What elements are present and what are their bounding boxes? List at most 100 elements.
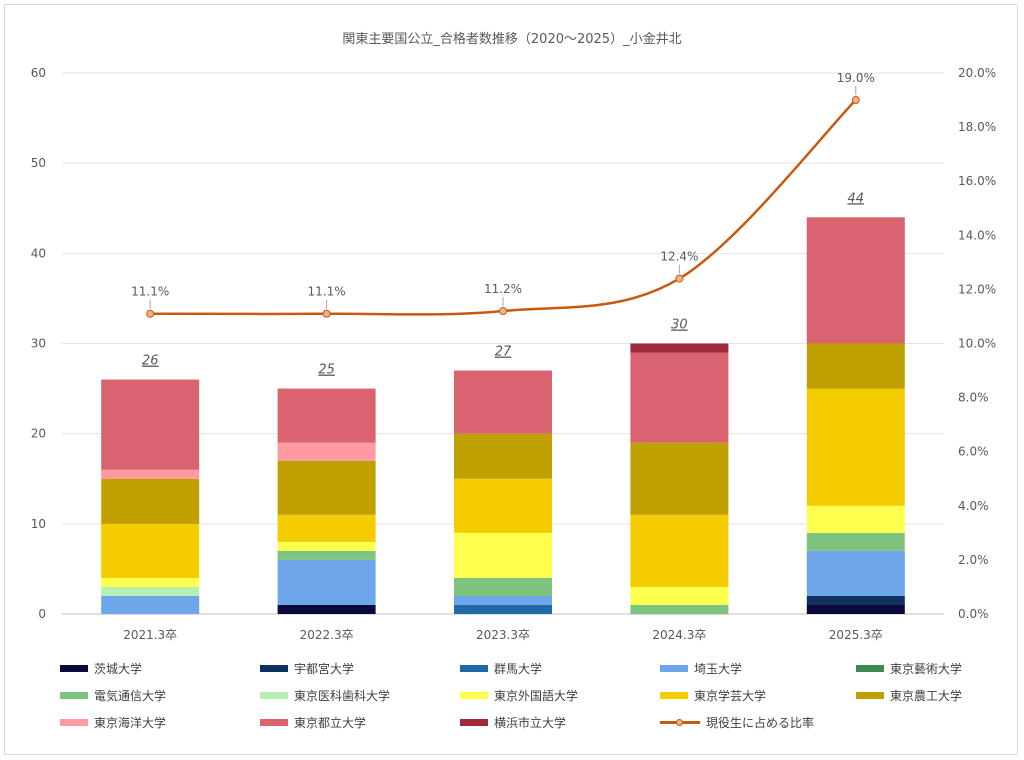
bar-segment xyxy=(454,532,552,578)
legend-label: 宇都宮大学 xyxy=(294,662,355,676)
legend-label: 埼玉大学 xyxy=(694,662,743,676)
legend-item: 電気通信大学 xyxy=(60,687,166,704)
category-label: 2025.3卒 xyxy=(829,628,883,642)
ratio-data-label: 12.4% xyxy=(660,250,698,264)
bar-segment xyxy=(277,604,376,614)
legend-item: 東京海洋大学 xyxy=(60,714,166,731)
bar-segment xyxy=(454,604,552,614)
bar-segment xyxy=(454,370,552,434)
ratio-marker xyxy=(322,309,331,318)
legend-label: 電気通信大学 xyxy=(94,689,167,703)
ratio-data-label: 11.1% xyxy=(131,285,169,299)
legend-swatch xyxy=(260,665,288,672)
left-axis-ticks: 0 10 20 30 40 50 60 xyxy=(31,66,46,621)
right-tick-label: 20.0% xyxy=(958,66,996,80)
bar-segment xyxy=(101,478,200,524)
category-label: 2023.3卒 xyxy=(476,628,530,642)
legend-item: 東京外国語大学 xyxy=(460,687,578,704)
bar-segment xyxy=(630,343,729,353)
legend-swatch xyxy=(60,692,88,699)
bar-segment xyxy=(630,352,729,443)
legend-swatch xyxy=(460,665,488,672)
right-tick-label: 4.0% xyxy=(958,499,989,513)
bar-segment xyxy=(454,577,552,596)
chart-title: 関東主要国公立_合格者数推移（2020～2025）_小金井北 xyxy=(342,32,682,47)
legend-swatch xyxy=(60,719,88,726)
left-tick-label: 0 xyxy=(38,607,46,621)
bar-segment xyxy=(806,604,905,614)
bar-segment xyxy=(101,586,200,596)
bar-segment xyxy=(630,442,729,515)
bar-total-label: 27 xyxy=(495,345,512,360)
left-tick-label: 60 xyxy=(31,66,46,80)
bar-segment xyxy=(806,595,905,605)
right-tick-label: 16.0% xyxy=(958,174,996,188)
legend-line-swatch xyxy=(660,719,700,726)
right-axis-ticks: 0.0% 2.0% 4.0% 6.0% 8.0% 10.0% 12.0% 14.0% 16.0%… xyxy=(958,66,996,621)
bar-segment xyxy=(277,442,376,461)
category-label: 2022.3卒 xyxy=(300,628,354,642)
right-tick-label: 6.0% xyxy=(958,445,989,459)
legend-swatch xyxy=(460,719,488,726)
ratio-data-label: 19.0% xyxy=(837,71,875,85)
bar-segment xyxy=(101,577,200,587)
ratio-data-label: 11.1% xyxy=(308,285,346,299)
ratio-line: 11.1% 11.1% 11.2% 12.4% 19.0% xyxy=(131,71,875,318)
bar-segment xyxy=(101,595,200,614)
left-tick-label: 50 xyxy=(31,156,46,170)
legend-item: 茨城大学 xyxy=(60,660,142,677)
bar-segment xyxy=(101,379,200,470)
bar-segment xyxy=(806,532,905,551)
left-tick-label: 20 xyxy=(31,427,46,441)
category-labels: 2021.3卒 2022.3卒 2023.3卒 2024.3卒 2025.3卒 xyxy=(123,628,883,642)
right-tick-label: 8.0% xyxy=(958,391,989,405)
legend-item: 群馬大学 xyxy=(460,660,542,677)
legend-label: 東京海洋大学 xyxy=(94,716,167,730)
legend-swatch xyxy=(856,665,884,672)
bar-segment xyxy=(454,433,552,479)
legend-item: 埼玉大学 xyxy=(660,660,742,677)
left-tick-label: 30 xyxy=(31,337,46,351)
legend-label: 茨城大学 xyxy=(94,662,143,676)
ratio-marker xyxy=(851,96,860,105)
ratio-marker xyxy=(499,307,507,316)
left-tick-label: 10 xyxy=(31,517,46,531)
bar-segment xyxy=(101,523,200,578)
legend-label: 東京学芸大学 xyxy=(694,689,767,703)
right-tick-label: 12.0% xyxy=(958,282,996,296)
bar-total-label: 30 xyxy=(671,318,688,333)
bar-segment xyxy=(277,541,376,551)
bar-segment xyxy=(630,604,729,614)
legend-swatch xyxy=(60,665,88,672)
bar-total-label: 26 xyxy=(142,354,159,369)
right-tick-label: 10.0% xyxy=(958,337,996,351)
bar-segment xyxy=(454,595,552,605)
legend-item: 東京医科歯科大学 xyxy=(260,687,390,704)
legend-item: 東京藝術大学 xyxy=(856,660,962,677)
right-tick-label: 0.0% xyxy=(958,607,989,621)
bar-segment xyxy=(806,388,905,506)
bar-segment xyxy=(277,460,376,515)
left-tick-label: 40 xyxy=(31,246,46,260)
bar-segment xyxy=(277,388,376,443)
legend-item: 東京農工大学 xyxy=(856,687,962,704)
legend-item: 宇都宮大学 xyxy=(260,660,354,677)
right-tick-label: 14.0% xyxy=(958,228,996,242)
legend-swatch xyxy=(460,692,488,699)
legend-label: 横浜市立大学 xyxy=(494,716,567,730)
legend-label: 現役生に占める比率 xyxy=(706,716,815,730)
total-labels: 26 25 27 30 44 xyxy=(142,191,864,377)
ratio-data-label: 11.2% xyxy=(484,282,522,296)
legend-label: 東京農工大学 xyxy=(890,689,963,703)
legend-label: 東京都立大学 xyxy=(294,716,367,730)
category-label: 2021.3卒 xyxy=(123,628,177,642)
bar-segment xyxy=(277,514,376,542)
legend-swatch xyxy=(660,665,688,672)
right-tick-label: 2.0% xyxy=(958,553,989,567)
legend-label: 東京藝術大学 xyxy=(890,662,963,676)
bar-segment xyxy=(277,550,376,560)
bar-segment xyxy=(630,514,729,587)
bar-segment xyxy=(806,505,905,533)
legend-item: 東京都立大学 xyxy=(260,714,366,731)
